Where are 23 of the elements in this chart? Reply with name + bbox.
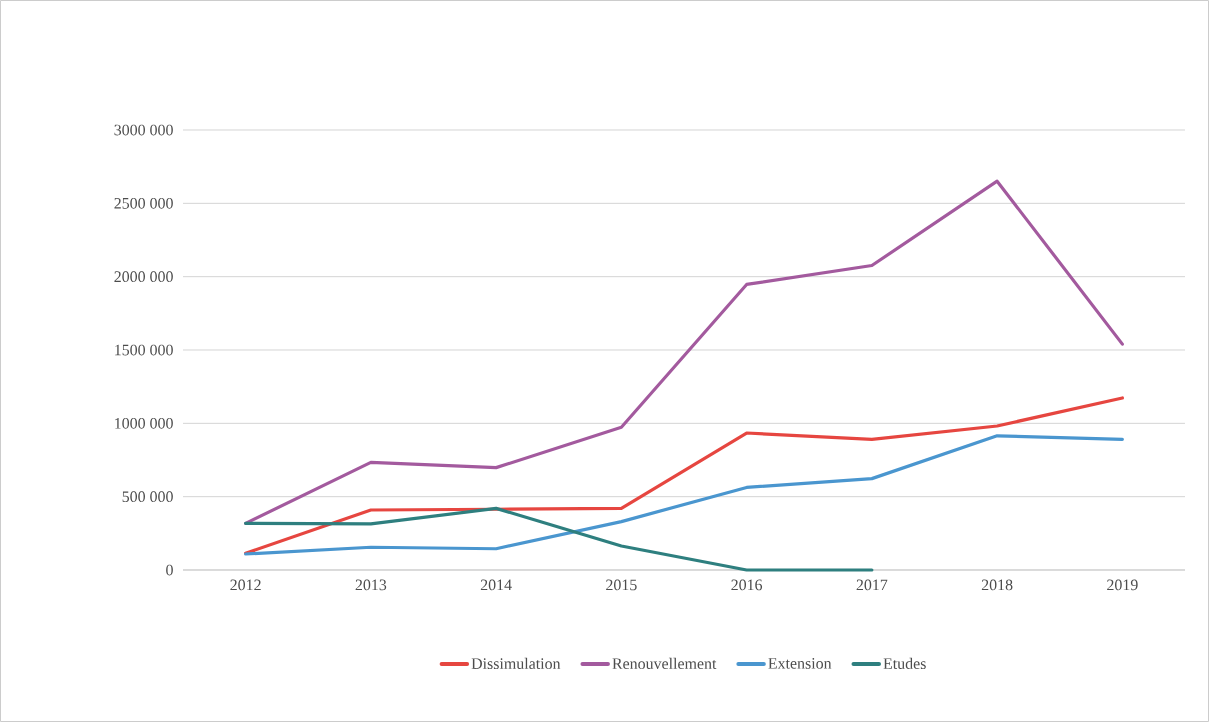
- line-series: [244, 396, 1124, 555]
- line-series: [244, 179, 1124, 525]
- x-tick-label: 2019: [1107, 579, 1138, 591]
- line-series: [244, 434, 1124, 556]
- y-tick-label: 2500 000: [114, 197, 173, 209]
- y-tick-label: 0: [166, 564, 173, 576]
- legend-label: Renouvellement: [612, 657, 717, 669]
- x-tick-label: 2018: [981, 579, 1013, 591]
- y-tick-label: 2000 000: [114, 271, 173, 283]
- y-tick-label: 3000 000: [114, 124, 173, 136]
- x-tick-label: 2015: [606, 579, 637, 591]
- x-tick-label: 2013: [355, 579, 387, 591]
- y-tick-label: 1500 000: [115, 344, 173, 356]
- line-series: [244, 506, 874, 572]
- legend-label: Dissimulation: [471, 657, 561, 669]
- legend-label: Extension: [768, 658, 832, 669]
- x-tick-label: 2014: [480, 579, 512, 591]
- x-tick-label: 2012: [230, 579, 261, 591]
- x-tick-label: 2017: [856, 579, 888, 591]
- y-tick-label: 500 000: [122, 491, 173, 503]
- y-tick-label: 1000 000: [115, 417, 173, 429]
- legend-label: Etudes: [883, 657, 926, 669]
- x-tick-label: 2016: [731, 579, 763, 591]
